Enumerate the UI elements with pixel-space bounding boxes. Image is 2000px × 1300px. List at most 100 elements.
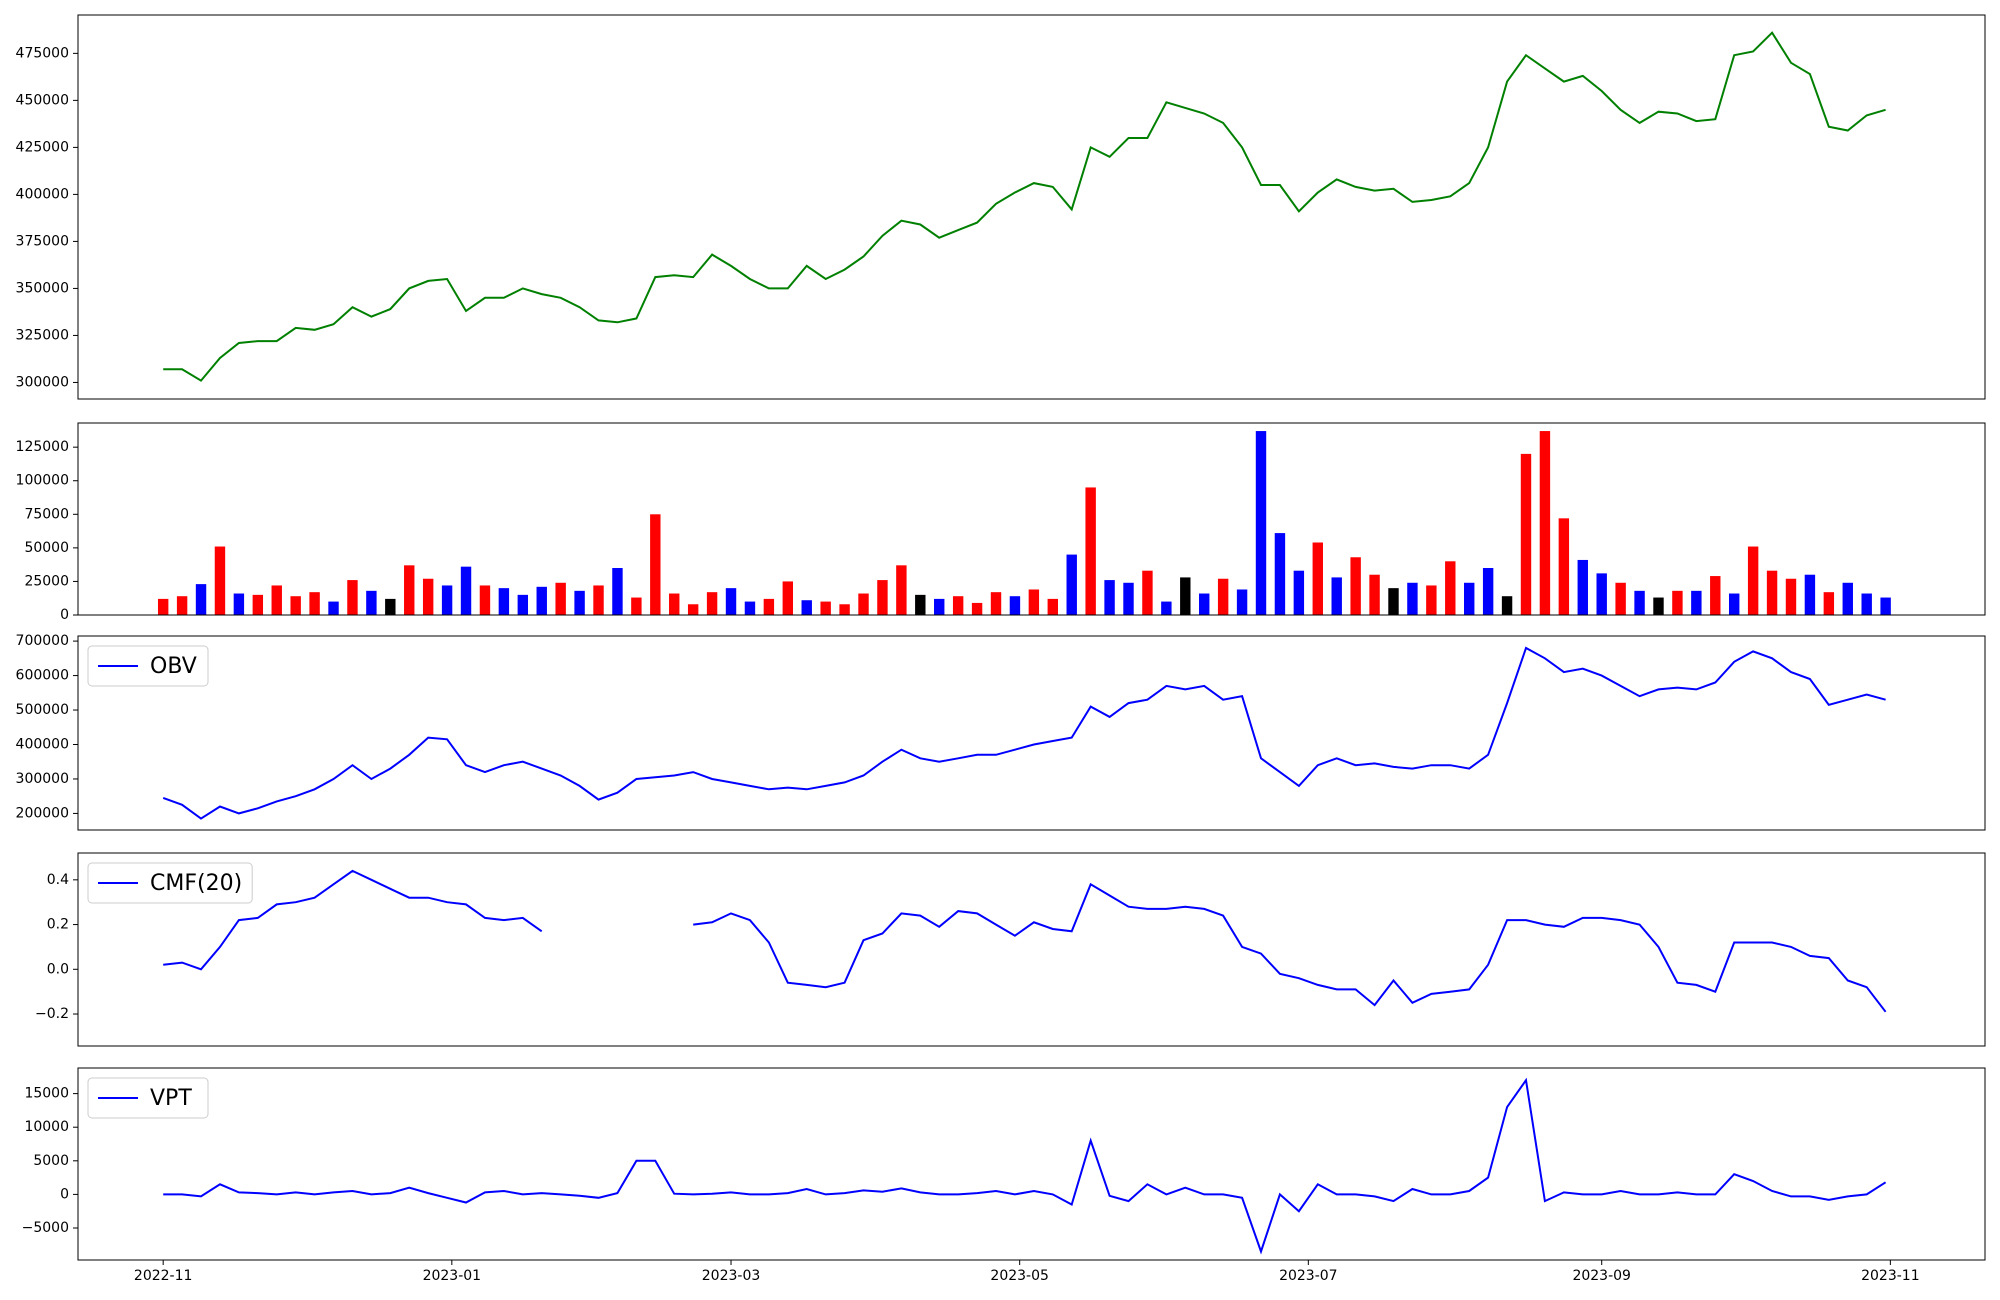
y-tick-label: 425000 xyxy=(16,139,69,155)
volume-bar xyxy=(706,592,718,615)
x-tick-label: 2023-05 xyxy=(990,1268,1049,1284)
volume-bar xyxy=(1653,597,1664,615)
volume-bar xyxy=(498,588,510,615)
volume-bar xyxy=(1880,597,1891,615)
volume-bar xyxy=(631,597,642,615)
volume-bar xyxy=(366,590,377,615)
y-tick-label: 50000 xyxy=(24,540,69,556)
volume-bar xyxy=(1123,582,1134,615)
volume-bar xyxy=(1388,588,1399,615)
legend-box xyxy=(87,645,209,687)
volume-bar xyxy=(650,514,661,615)
volume-bar xyxy=(782,581,794,615)
volume-bar xyxy=(1501,596,1513,615)
y-tick-label: 400000 xyxy=(16,186,69,202)
volume-bar xyxy=(1350,557,1361,615)
y-tick-label: 450000 xyxy=(16,92,69,108)
volume-bar xyxy=(1558,518,1570,615)
y-tick-label: 350000 xyxy=(16,280,69,296)
volume-bar xyxy=(309,592,320,615)
volume-bar xyxy=(1728,593,1740,615)
volume-bar xyxy=(669,593,680,615)
volume-bar xyxy=(1766,570,1778,615)
y-tick-label: 10000 xyxy=(24,1119,69,1135)
volume-bar xyxy=(687,604,699,615)
volume-bar xyxy=(1539,431,1551,615)
volume-bar xyxy=(1577,559,1588,615)
y-tick-label: 0.2 xyxy=(47,917,69,933)
volume-bar xyxy=(574,590,585,615)
legend-box xyxy=(87,1077,209,1119)
volume-bar xyxy=(1161,601,1172,615)
volume-bar xyxy=(1085,487,1096,615)
volume-bar xyxy=(252,594,264,615)
volume-bar xyxy=(990,592,1002,615)
volume-bar xyxy=(1331,577,1342,615)
volume-bar xyxy=(1369,574,1380,615)
volume-bar xyxy=(441,585,453,615)
axes-frame xyxy=(77,852,1986,1047)
y-tick-label: 0 xyxy=(60,607,69,623)
volume-bar xyxy=(1520,453,1532,615)
y-tick-label: 400000 xyxy=(16,736,69,752)
volume-bar xyxy=(1615,582,1626,615)
y-tick-label: 200000 xyxy=(16,805,69,821)
legend-box xyxy=(87,862,253,904)
volume-bar xyxy=(1312,542,1323,615)
y-tick-label: 325000 xyxy=(16,327,69,343)
volume-bar xyxy=(233,593,245,615)
volume-bar xyxy=(157,598,169,615)
volume-bar xyxy=(839,604,850,615)
y-tick-label: 125000 xyxy=(16,439,69,455)
volume-bar xyxy=(1426,585,1437,615)
volume-bar xyxy=(347,580,358,615)
volume-bar xyxy=(176,596,188,615)
volume-bar xyxy=(1104,580,1115,615)
volume-bar xyxy=(1482,568,1494,615)
volume-bar xyxy=(858,593,869,615)
volume-bar xyxy=(1672,590,1683,615)
volume-bar xyxy=(555,582,566,615)
volume-bar xyxy=(1691,590,1702,615)
volume-bar xyxy=(214,546,226,615)
y-tick-label: 300000 xyxy=(16,771,69,787)
volume-bar xyxy=(1009,596,1021,615)
volume-bar xyxy=(1274,533,1286,615)
volume-bar xyxy=(1142,570,1153,615)
volume-bar xyxy=(517,594,529,615)
volume-bar xyxy=(934,598,945,615)
volume-bar xyxy=(1199,593,1210,615)
volume-bar xyxy=(971,602,983,615)
volume-bar xyxy=(1464,582,1475,615)
volume-bar xyxy=(801,600,812,615)
y-tick-label: 375000 xyxy=(16,233,69,249)
x-tick-label: 2023-09 xyxy=(1572,1268,1631,1284)
volume-bar xyxy=(1217,578,1229,615)
x-tick-label: 2023-03 xyxy=(702,1268,761,1284)
volume-bar xyxy=(1596,573,1607,615)
volume-bar xyxy=(1785,578,1797,615)
volume-bar xyxy=(612,568,623,615)
volume-bar xyxy=(820,601,831,615)
y-tick-label: 25000 xyxy=(24,573,69,589)
volume-bar xyxy=(1861,593,1872,615)
volume-bar xyxy=(1066,554,1077,615)
volume-bar xyxy=(1445,561,1456,615)
y-tick-label: 600000 xyxy=(16,668,69,684)
volume-bar xyxy=(1255,431,1267,615)
volume-bar xyxy=(536,586,547,615)
volume-bar xyxy=(1180,577,1191,615)
y-tick-label: 15000 xyxy=(24,1086,69,1102)
y-tick-label: 475000 xyxy=(16,45,69,61)
y-tick-label: 700000 xyxy=(16,633,69,649)
legend-label: CMF(20) xyxy=(150,871,242,896)
axes-frame xyxy=(77,635,1986,831)
legend-label: VPT xyxy=(150,1086,192,1111)
volume-bar xyxy=(952,596,964,615)
x-tick-label: 2023-11 xyxy=(1861,1268,1920,1284)
volume-bar xyxy=(271,585,282,615)
volume-bar xyxy=(328,601,339,615)
y-tick-label: 300000 xyxy=(16,374,69,390)
volume-bar xyxy=(915,594,926,615)
